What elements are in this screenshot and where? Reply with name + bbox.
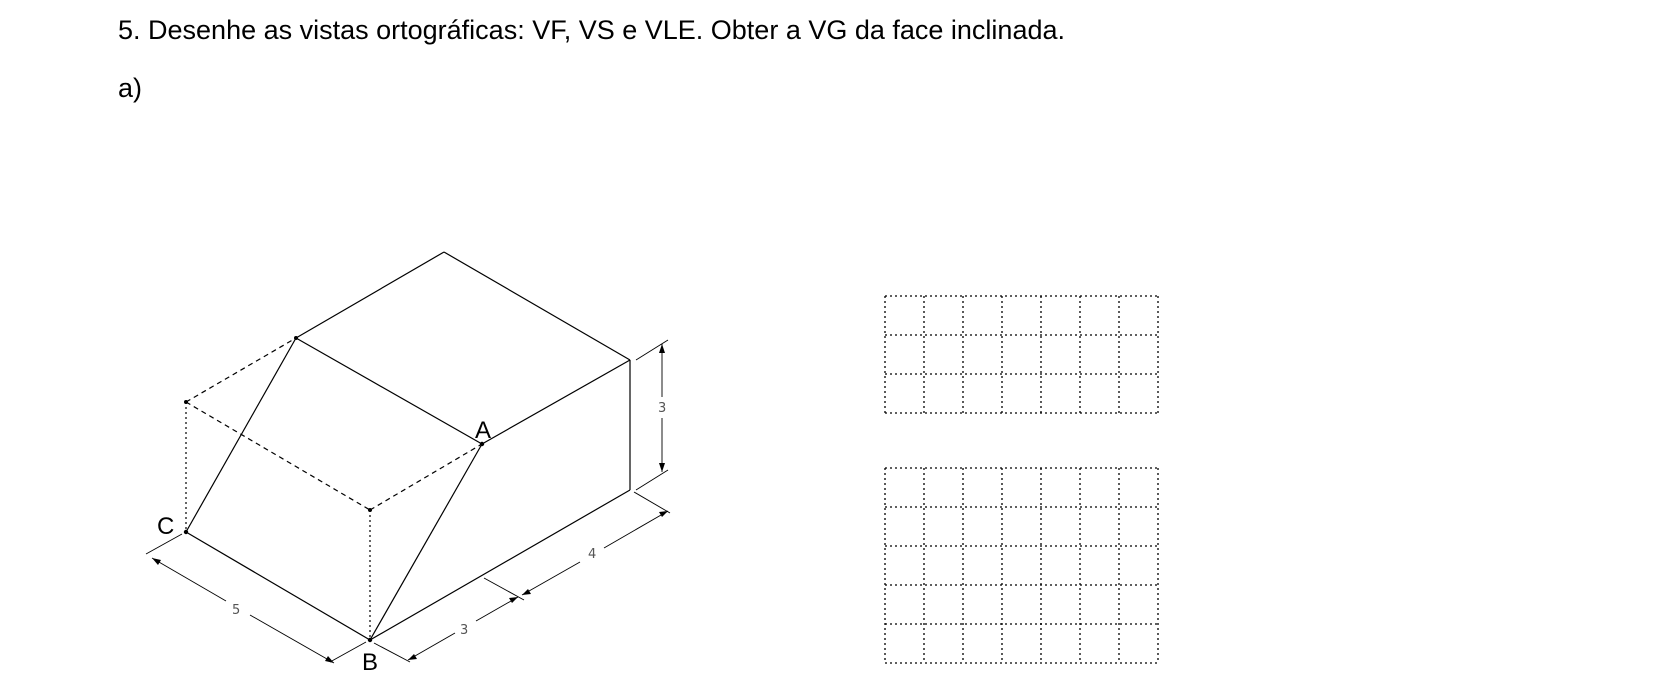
vertex-dot xyxy=(479,441,485,447)
vertex-dot xyxy=(368,508,372,512)
edge-top-right xyxy=(481,359,631,445)
vertex-dot xyxy=(367,637,373,643)
dimension-width: 5 xyxy=(145,533,367,664)
vertex-dots xyxy=(183,336,485,643)
vertex-label-b: B xyxy=(362,649,378,675)
item-label: a) xyxy=(118,73,143,103)
answer-grid-top[interactable] xyxy=(884,295,1159,414)
edge-top-back-left xyxy=(295,251,445,339)
edge-incline-left xyxy=(185,337,297,533)
vertex-dot xyxy=(294,336,298,340)
visible-edges xyxy=(185,251,631,641)
edge-bottom-front xyxy=(185,531,371,641)
vertex-dot xyxy=(184,400,188,404)
dimension-width-label: 5 xyxy=(232,603,240,618)
construction-top-right xyxy=(369,443,483,511)
exercise-title: 5. Desenhe as vistas ortográficas: VF, V… xyxy=(118,15,1065,45)
edge-bottom-right xyxy=(369,489,631,641)
vertex-label-a: A xyxy=(475,417,491,444)
dimension-height-label: 3 xyxy=(658,401,666,416)
vertex-dot xyxy=(183,529,189,535)
construction-edges xyxy=(185,337,483,640)
vertex-label-c: C xyxy=(157,513,174,540)
dimension-height: 3 xyxy=(635,339,669,491)
construction-top-front xyxy=(185,401,371,511)
edge-top-front xyxy=(295,337,483,445)
answer-grid-bottom[interactable] xyxy=(884,467,1159,664)
edge-incline-right xyxy=(369,443,483,641)
construction-top-left xyxy=(185,337,297,403)
dimension-depth-upper-label: 4 xyxy=(588,547,596,562)
dimension-depth: 3 4 xyxy=(373,491,671,663)
dimension-depth-lower-label: 3 xyxy=(460,623,468,638)
edge-top-back-right xyxy=(443,251,631,361)
